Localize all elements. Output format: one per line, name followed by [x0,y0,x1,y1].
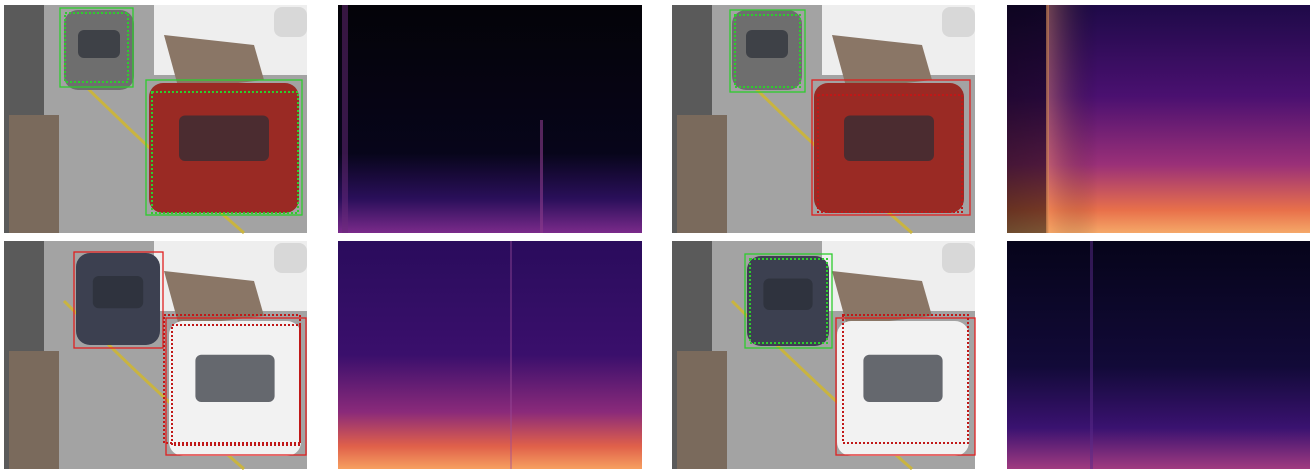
spectrogram [338,5,642,233]
photo [2,239,309,470]
spectrogram-line [540,120,543,233]
bounding-box [811,79,971,216]
spectrogram [1007,241,1310,469]
spectrogram-line [510,241,512,469]
bounding-box [744,253,833,349]
bounding-box [835,317,976,456]
bounding-box [729,9,806,93]
bounding-box [734,14,801,88]
car-window [763,278,813,310]
bounding-box [842,314,969,444]
bounding-box [151,91,299,214]
bounding-box [73,251,164,349]
car-window [195,354,275,402]
photo [670,3,977,235]
photo [2,3,309,235]
bounding-box [817,94,963,213]
car-window [746,30,788,58]
bounding-box [145,79,303,216]
bounding-box [64,12,129,83]
car-window [78,30,120,58]
photo [670,239,977,470]
spectrogram-shade [1007,5,1310,233]
car-window [863,354,943,402]
bounding-box [59,7,134,88]
spectrogram [338,241,642,469]
spectrograms [338,5,1310,469]
spectrogram-line [1046,5,1049,233]
bounding-box [171,324,301,446]
spectrogram-line [342,5,348,233]
car-window [179,115,269,161]
car-window [92,276,144,309]
car-window [844,115,934,161]
spectrogram-line [1090,241,1093,469]
bounding-box [749,258,828,344]
bounding-box [165,317,307,456]
photos [2,3,977,470]
